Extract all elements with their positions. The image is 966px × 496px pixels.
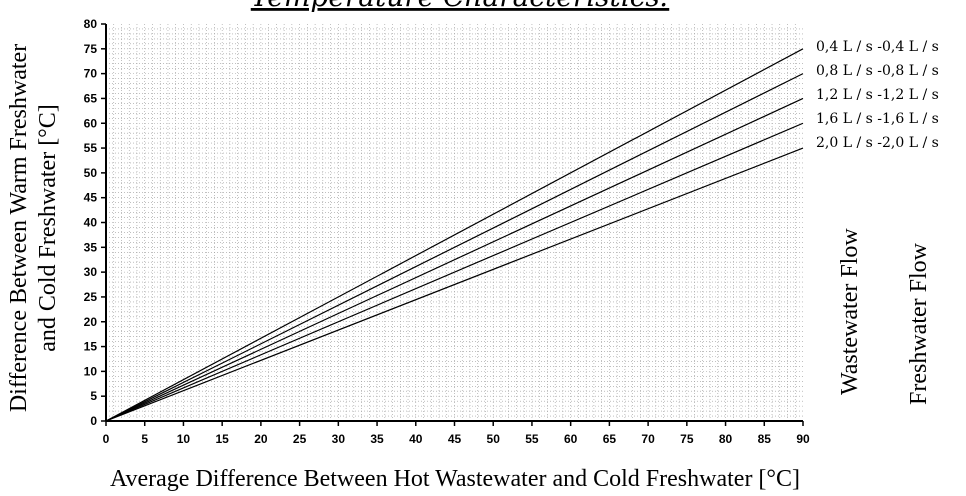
legend-entry-2: 0,8 L / s -0,8 L / s — [816, 63, 939, 79]
axes — [101, 23, 804, 426]
y-tick-label: 80 — [84, 17, 98, 31]
series-line-1 — [105, 48, 804, 422]
series-lines — [105, 48, 804, 422]
y-tick-label: 15 — [84, 340, 98, 354]
y-tick-label: 60 — [84, 116, 98, 130]
x-tick-label: 30 — [332, 432, 346, 446]
x-tick-label: 50 — [487, 432, 501, 446]
series-line-5 — [105, 147, 804, 422]
x-tick-label: 35 — [370, 432, 384, 446]
chart-title: Temperature Characteristics: — [251, 0, 669, 13]
x-axis-title: Average Difference Between Hot Wastewate… — [110, 466, 800, 492]
y-tick-label: 40 — [84, 216, 98, 230]
x-tick-label: 70 — [641, 432, 655, 446]
x-tick-label: 85 — [758, 432, 772, 446]
series-line-4 — [105, 122, 804, 422]
x-tick-label: 55 — [525, 432, 539, 446]
x-tick-label: 80 — [719, 432, 733, 446]
x-tick-label: 25 — [293, 432, 307, 446]
y-tick-label: 10 — [84, 364, 98, 378]
series-line-2 — [105, 73, 804, 422]
legend-entry-5: 2,0 L / s -2,0 L / s — [816, 135, 939, 151]
x-tick-label: 5 — [141, 432, 148, 446]
y-tick-label: 20 — [84, 315, 98, 329]
x-tick-label: 0 — [103, 432, 110, 446]
y-tick-label: 65 — [84, 91, 98, 105]
x-tick-label: 90 — [796, 432, 810, 446]
y-axis-title-line1: Difference Between Warm Freshwater — [6, 44, 32, 412]
wastewater-flow-label: Wastewater Flow — [837, 228, 863, 395]
legend-entry-1: 0,4 L / s -0,4 L / s — [816, 39, 939, 55]
y-tick-label: 50 — [84, 166, 98, 180]
y-tick-label: 45 — [84, 191, 98, 205]
x-tick-label: 65 — [603, 432, 617, 446]
x-tick-label: 15 — [215, 432, 229, 446]
legend: 0,4 L / s -0,4 L / s 0,8 L / s -0,8 L / s… — [816, 39, 939, 151]
y-tick-label: 5 — [90, 389, 97, 403]
series-line-3 — [105, 97, 804, 422]
x-tick-label: 10 — [177, 432, 191, 446]
y-tick-label: 75 — [84, 42, 98, 56]
tick-labels: 0 5 10 15 20 25 30 35 40 45 50 55 60 65 70 75 80 85 90 0 5 10… — [84, 17, 810, 446]
x-tick-label: 20 — [254, 432, 268, 446]
x-tick-label: 60 — [564, 432, 578, 446]
y-tick-label: 25 — [84, 290, 98, 304]
x-tick-label: 75 — [680, 432, 694, 446]
grid — [106, 24, 803, 421]
freshwater-flow-label: Freshwater Flow — [906, 242, 932, 405]
y-axis-title-line2: and Cold Freshwater [°C] — [35, 104, 61, 352]
y-tick-label: 55 — [84, 141, 98, 155]
y-tick-label: 30 — [84, 265, 98, 279]
legend-entry-4: 1,6 L / s -1,6 L / s — [816, 111, 939, 127]
y-tick-label: 35 — [84, 240, 98, 254]
x-tick-label: 40 — [409, 432, 423, 446]
x-tick-label: 45 — [448, 432, 462, 446]
legend-entry-3: 1,2 L / s -1,2 L / s — [816, 87, 939, 103]
y-tick-label: 70 — [84, 67, 98, 81]
y-tick-label: 0 — [90, 414, 97, 428]
